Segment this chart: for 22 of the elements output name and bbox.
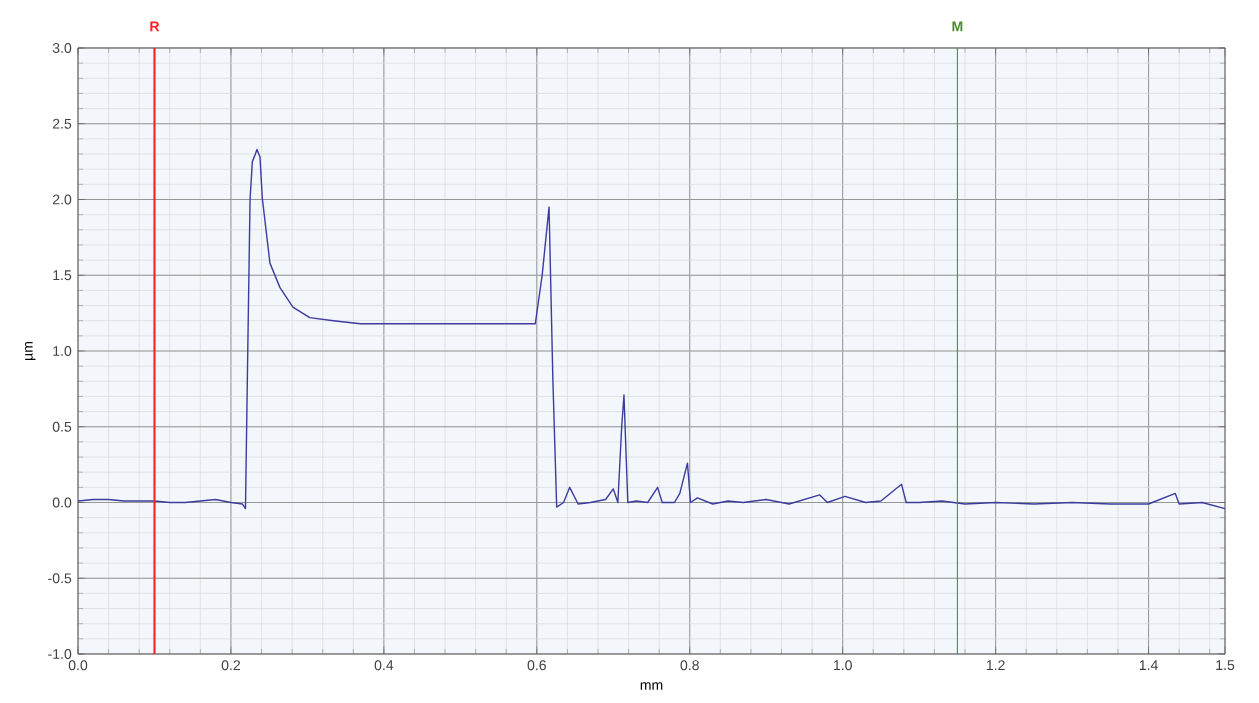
x-tick-label: 0.2 [221,660,240,671]
y-tick-label: 2.0 [52,194,72,205]
y-tick-label: 2.5 [52,118,72,129]
ref-line-label: M [952,21,963,32]
x-tick-label: 0.6 [527,660,546,671]
y-tick-label: 1.0 [53,346,72,356]
y-tick-label: -1.0 [48,649,72,659]
y-tick-label: 0.5 [52,421,72,432]
y-tick-label: 3.0 [52,43,72,53]
x-axis-title: mm [640,682,663,690]
y-tick-label: 1.5 [53,270,72,281]
y-axis-title: µm [25,342,36,360]
y-tick-label: -0.5 [48,573,72,584]
x-tick-label: 1.0 [833,660,852,671]
x-tick-label: 1.2 [986,660,1005,671]
x-tick-label: 1.5 [1216,660,1235,671]
x-tick-label: 1.4 [1139,660,1158,670]
ref-line-label: R [150,21,160,32]
x-tick-label: 0.0 [68,660,88,671]
y-tick-label: 0.0 [52,497,72,508]
x-tick-label: 0.8 [680,660,699,671]
x-tick-label: 0.4 [374,660,394,671]
